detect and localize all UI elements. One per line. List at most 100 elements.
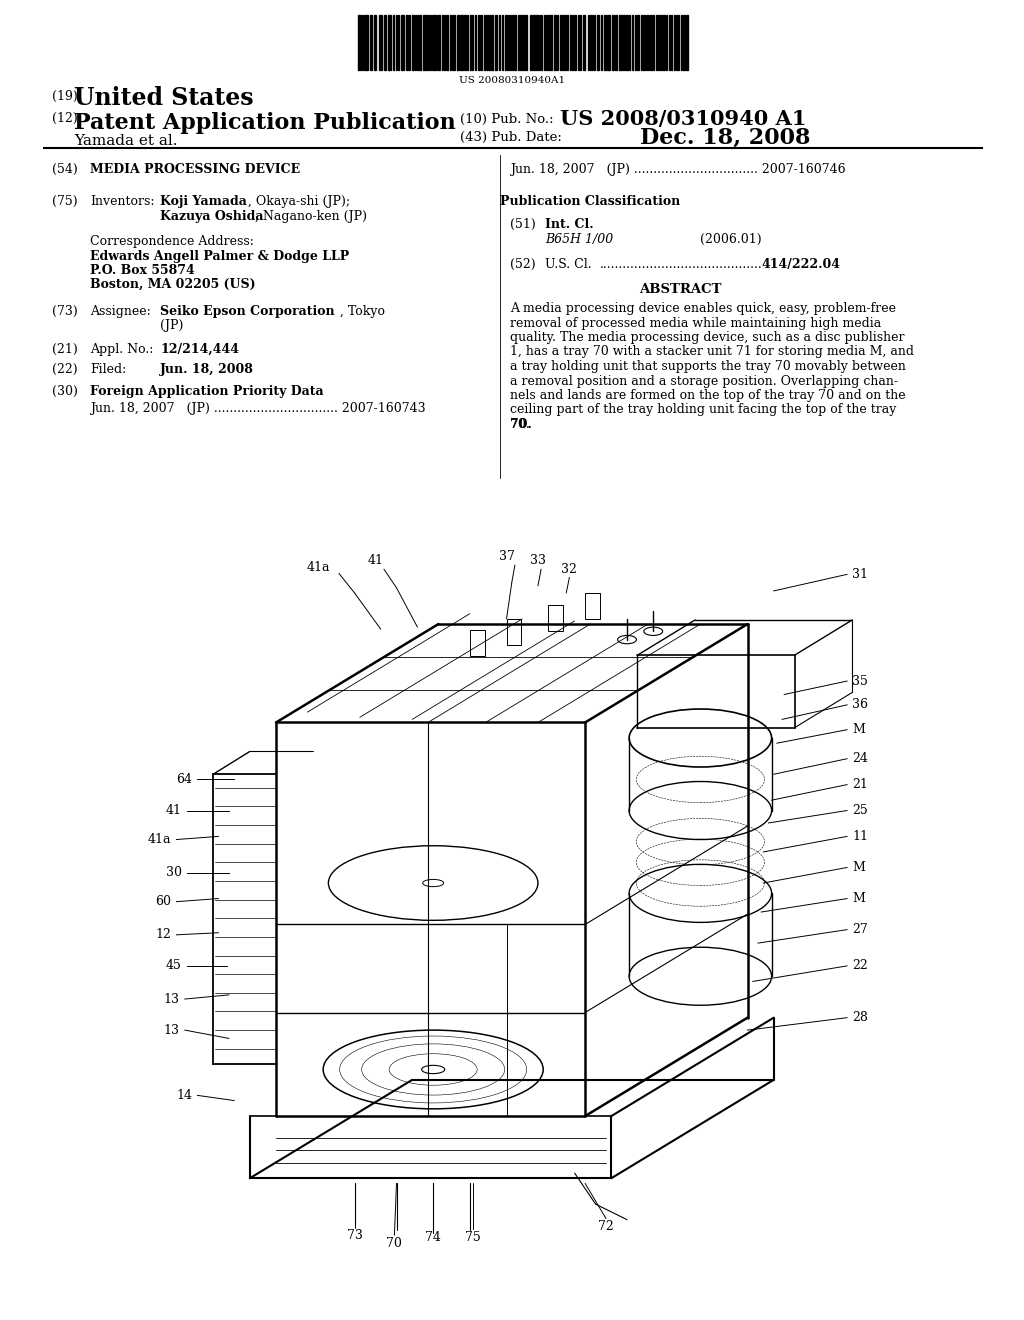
Text: 12: 12 (156, 928, 171, 941)
Text: (54): (54) (52, 162, 78, 176)
Text: 64: 64 (176, 774, 193, 785)
Text: nels and lands are formed on the top of the tray 70 and on the: nels and lands are formed on the top of … (510, 389, 905, 403)
Text: 74: 74 (425, 1230, 441, 1243)
Text: A media processing device enables quick, easy, problem-free: A media processing device enables quick,… (510, 302, 896, 315)
Bar (490, 15, 493, 70)
Bar (618, 15, 622, 70)
Bar (514, 15, 516, 70)
Text: 35: 35 (852, 675, 868, 688)
Bar (585, 593, 600, 619)
Text: MEDIA PROCESSING DEVICE: MEDIA PROCESSING DEVICE (90, 162, 300, 176)
Text: 45: 45 (166, 960, 181, 973)
Text: 36: 36 (852, 698, 868, 711)
Text: Foreign Application Priority Data: Foreign Application Priority Data (90, 385, 324, 399)
Bar (597, 15, 599, 70)
Text: 41: 41 (166, 804, 181, 817)
Bar (423, 15, 425, 70)
Bar (536, 15, 538, 70)
Bar (406, 15, 408, 70)
Text: removal of processed media while maintaining high media: removal of processed media while maintai… (510, 317, 882, 330)
Bar (419, 15, 421, 70)
Text: P.O. Box 55874: P.O. Box 55874 (90, 264, 195, 277)
Text: 60: 60 (156, 895, 171, 908)
Text: (21): (21) (52, 343, 78, 356)
Text: (30): (30) (52, 385, 78, 399)
Bar (495, 15, 497, 70)
Text: a tray holding unit that supports the tray 70 movably between: a tray holding unit that supports the tr… (510, 360, 906, 374)
Text: (51): (51) (510, 218, 536, 231)
Text: 32: 32 (561, 562, 578, 576)
Text: Dec. 18, 2008: Dec. 18, 2008 (640, 127, 811, 149)
Text: 41a: 41a (147, 833, 171, 846)
Bar (520, 15, 522, 70)
Text: , Nagano-ken (JP): , Nagano-ken (JP) (255, 210, 367, 223)
Bar (370, 15, 372, 70)
Text: 41a: 41a (306, 561, 330, 574)
Bar (615, 15, 617, 70)
Text: Koji Yamada: Koji Yamada (160, 195, 247, 209)
Text: US 20080310940A1: US 20080310940A1 (459, 77, 565, 84)
Bar (554, 15, 556, 70)
Text: 28: 28 (852, 1011, 868, 1024)
Text: Jun. 18, 2008: Jun. 18, 2008 (160, 363, 254, 376)
Bar (650, 15, 652, 70)
Text: 11: 11 (852, 830, 868, 843)
Text: (10) Pub. No.:: (10) Pub. No.: (460, 114, 554, 125)
Bar (549, 606, 563, 631)
Text: 414/222.04: 414/222.04 (761, 257, 840, 271)
Text: Inventors:: Inventors: (90, 195, 155, 209)
Text: , Tokyo: , Tokyo (340, 305, 385, 318)
Text: ABSTRACT: ABSTRACT (639, 282, 721, 296)
Text: 70.: 70. (510, 418, 529, 432)
Text: US 2008/0310940 A1: US 2008/0310940 A1 (560, 110, 806, 129)
Text: (43) Pub. Date:: (43) Pub. Date: (460, 131, 562, 144)
Bar (457, 15, 459, 70)
Bar (446, 15, 449, 70)
Bar (534, 15, 535, 70)
Text: a removal position and a storage position. Overlapping chan-: a removal position and a storage positio… (510, 375, 898, 388)
Text: 70.: 70. (510, 418, 531, 432)
Text: Jun. 18, 2007   (JP) ................................ 2007-160746: Jun. 18, 2007 (JP) .....................… (510, 162, 846, 176)
Text: 14: 14 (176, 1089, 193, 1102)
Bar (358, 15, 360, 70)
Text: (12): (12) (52, 112, 78, 125)
Bar (625, 15, 628, 70)
Text: (52): (52) (510, 257, 536, 271)
Text: 27: 27 (852, 923, 868, 936)
Text: 37: 37 (499, 550, 514, 564)
Text: Appl. No.:: Appl. No.: (90, 343, 154, 356)
Text: (73): (73) (52, 305, 78, 318)
Text: 41: 41 (368, 554, 384, 568)
Text: 24: 24 (852, 752, 868, 766)
Text: Edwards Angell Palmer & Dodge LLP: Edwards Angell Palmer & Dodge LLP (90, 249, 349, 263)
Text: (22): (22) (52, 363, 78, 376)
Bar (488, 15, 490, 70)
Bar (505, 15, 507, 70)
Text: Assignee:: Assignee: (90, 305, 151, 318)
Text: (75): (75) (52, 195, 78, 209)
Bar (560, 15, 562, 70)
Text: Seiko Epson Corporation: Seiko Epson Corporation (160, 305, 335, 318)
Bar (388, 15, 391, 70)
Bar (663, 15, 665, 70)
Bar (523, 15, 525, 70)
Bar (574, 15, 575, 70)
Text: Jun. 18, 2007   (JP) ................................ 2007-160743: Jun. 18, 2007 (JP) .....................… (90, 403, 426, 414)
Text: Filed:: Filed: (90, 363, 126, 376)
Bar (365, 15, 368, 70)
Text: U.S. Cl.: U.S. Cl. (545, 257, 592, 271)
Bar (686, 15, 688, 70)
Bar (412, 15, 414, 70)
Bar (683, 15, 685, 70)
Text: M: M (852, 723, 865, 737)
Text: 12/214,444: 12/214,444 (160, 343, 239, 356)
Text: , Okaya-shi (JP);: , Okaya-shi (JP); (248, 195, 350, 209)
Bar (550, 15, 552, 70)
Bar (426, 15, 428, 70)
Text: 75: 75 (465, 1230, 481, 1243)
Text: Publication Classification: Publication Classification (500, 195, 680, 209)
Text: United States: United States (74, 86, 254, 110)
Text: Boston, MA 02205 (US): Boston, MA 02205 (US) (90, 279, 256, 290)
Text: ceiling part of the tray holding unit facing the top of the tray: ceiling part of the tray holding unit fa… (510, 404, 896, 417)
Bar (604, 15, 606, 70)
